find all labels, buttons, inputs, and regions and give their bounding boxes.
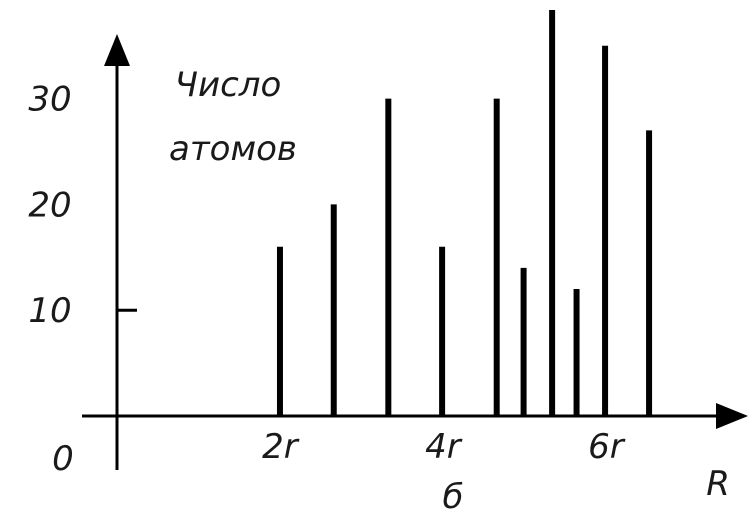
axes (82, 34, 748, 470)
x-tick-label-4r: 4r (425, 427, 463, 467)
y-axis-arrow-icon (104, 34, 130, 66)
x-axis-label: R (706, 464, 730, 504)
origin-label: 0 (52, 439, 74, 479)
y-tick-label-30: 30 (28, 80, 71, 120)
y-tick-label-10: 10 (28, 291, 71, 331)
x-tick-label-2r: 2r (262, 427, 300, 467)
x-axis-arrow-icon (716, 403, 748, 429)
y-axis-label-line-2: атомов (169, 129, 297, 169)
x-tick-labels: 2r 4r 6r (262, 427, 626, 467)
x-tick-label-6r: 6r (588, 427, 626, 467)
bars (276, 10, 653, 416)
y-tick-label-20: 20 (28, 185, 71, 225)
figure-caption: б (443, 477, 464, 516)
y-axis-label-line-1: Число (175, 65, 282, 105)
y-tick-labels: 10 20 30 (28, 80, 71, 332)
